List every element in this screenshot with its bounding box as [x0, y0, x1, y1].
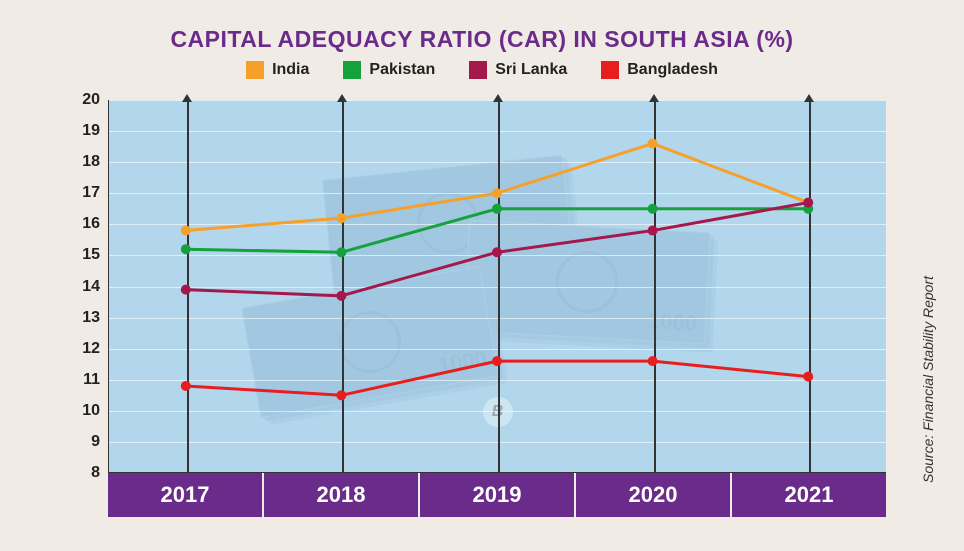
x-tick-label: 2019	[420, 473, 576, 517]
legend-swatch	[343, 61, 361, 79]
plot-area: B 891011121314151617181920	[108, 100, 886, 473]
y-tick-label: 9	[91, 433, 108, 451]
y-tick-label: 15	[82, 246, 108, 264]
y-tick-label: 8	[91, 464, 108, 482]
data-point	[648, 226, 658, 236]
data-point	[803, 198, 813, 208]
series-line-india	[186, 144, 808, 231]
y-tick-label: 18	[82, 153, 108, 171]
data-point	[336, 213, 346, 223]
legend-swatch	[469, 61, 487, 79]
data-point	[492, 356, 502, 366]
data-point	[181, 381, 191, 391]
line-chart-svg	[108, 100, 886, 473]
legend-swatch	[246, 61, 264, 79]
y-tick-label: 10	[82, 402, 108, 420]
x-axis: 20172018201920202021	[108, 473, 886, 517]
y-tick-label: 19	[82, 122, 108, 140]
x-tick-label: 2017	[108, 473, 264, 517]
chart-container: CAPITAL ADEQUACY RATIO (CAR) IN SOUTH AS…	[28, 20, 936, 531]
data-point	[803, 372, 813, 382]
chart-title: CAPITAL ADEQUACY RATIO (CAR) IN SOUTH AS…	[28, 20, 936, 61]
data-point	[492, 247, 502, 257]
data-point	[181, 285, 191, 295]
source-credit: Source: Financial Stability Report	[920, 276, 936, 483]
data-point	[492, 204, 502, 214]
data-point	[648, 356, 658, 366]
data-point	[336, 247, 346, 257]
series-line-pakistan	[186, 209, 808, 253]
y-tick-label: 12	[82, 340, 108, 358]
legend: India Pakistan Sri Lanka Bangladesh	[28, 61, 936, 87]
y-tick-label: 11	[83, 371, 108, 389]
legend-item-bangladesh: Bangladesh	[601, 61, 718, 79]
x-tick-label: 2020	[576, 473, 732, 517]
data-point	[181, 226, 191, 236]
data-point	[181, 244, 191, 254]
legend-item-sri-lanka: Sri Lanka	[469, 61, 567, 79]
series-line-bangladesh	[186, 361, 808, 395]
data-point	[336, 291, 346, 301]
data-point	[648, 204, 658, 214]
legend-label: Sri Lanka	[495, 61, 567, 79]
legend-label: Bangladesh	[627, 61, 718, 79]
legend-item-pakistan: Pakistan	[343, 61, 435, 79]
data-point	[336, 390, 346, 400]
y-tick-label: 17	[82, 184, 108, 202]
legend-label: India	[272, 61, 309, 79]
legend-item-india: India	[246, 61, 309, 79]
x-tick-label: 2018	[264, 473, 420, 517]
data-point	[648, 139, 658, 149]
legend-swatch	[601, 61, 619, 79]
legend-label: Pakistan	[369, 61, 435, 79]
x-tick-label: 2021	[732, 473, 886, 517]
y-tick-label: 14	[82, 278, 108, 296]
y-tick-label: 16	[82, 215, 108, 233]
y-tick-label: 20	[82, 91, 108, 109]
y-tick-label: 13	[82, 309, 108, 327]
data-point	[492, 188, 502, 198]
